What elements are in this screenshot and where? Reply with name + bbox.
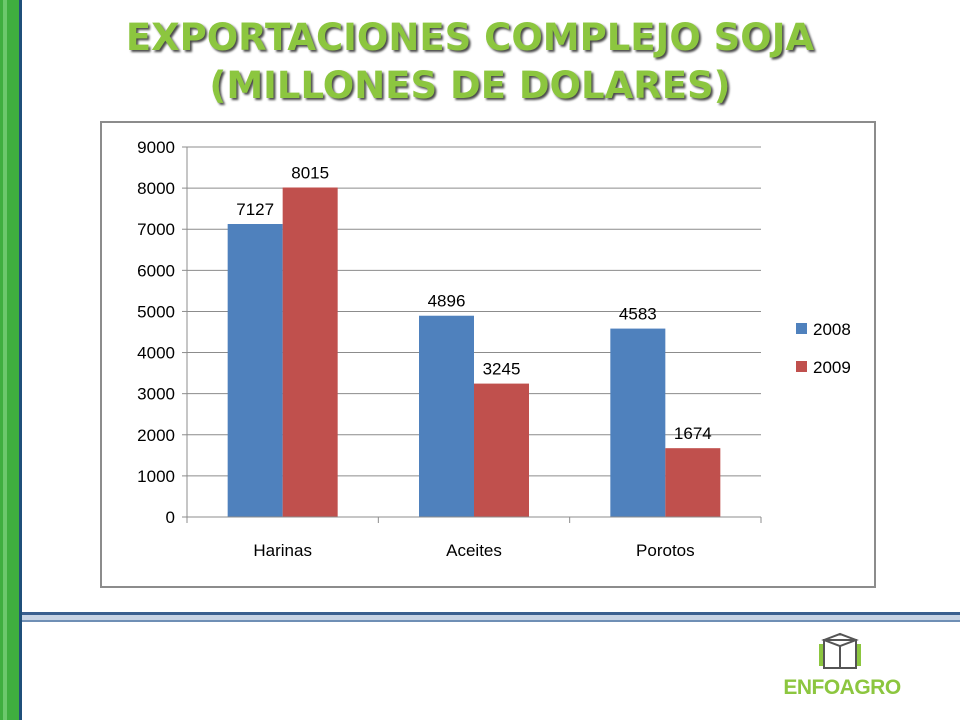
bar	[419, 315, 474, 517]
chart-frame: 0 1000 2000 3000 4000 5000 6000 7000 8000 9000 712…	[100, 121, 876, 588]
silo-icon	[819, 632, 861, 669]
bar	[665, 448, 721, 517]
legend-label: 2009	[813, 358, 851, 377]
y-tick-label: 0	[166, 508, 175, 527]
data-label: 1674	[674, 424, 712, 443]
slide-title: EXPORTACIONES COMPLEJO SOJA (MILLONES DE…	[30, 14, 910, 110]
y-tick-label: 6000	[137, 261, 175, 280]
y-tick-label: 4000	[137, 344, 175, 363]
title-line-1: EXPORTACIONES COMPLEJO SOJA	[125, 16, 815, 59]
x-tick-label: Porotos	[636, 541, 695, 560]
title-line-2: (MILLONES DE DOLARES)	[209, 64, 731, 107]
legend-swatch	[796, 361, 807, 372]
x-tick-label: Harinas	[253, 541, 312, 560]
bar	[474, 383, 529, 517]
data-label: 3245	[483, 360, 521, 379]
y-tick-label: 5000	[137, 302, 175, 321]
y-tick-label: 7000	[137, 220, 175, 239]
enfoagro-logo: ENFOAGRO	[772, 626, 912, 706]
data-label: 8015	[291, 163, 329, 182]
bar	[282, 187, 338, 517]
y-tick-label: 2000	[137, 426, 175, 445]
data-label: 4896	[428, 292, 466, 311]
legend-label: 2008	[813, 320, 851, 339]
data-label: 4583	[619, 305, 657, 324]
side-accent-bar	[0, 0, 22, 720]
y-tick-label: 3000	[137, 385, 175, 404]
bar	[227, 224, 283, 518]
data-label: 7127	[236, 200, 274, 219]
bar	[610, 328, 666, 517]
legend-swatch	[796, 323, 807, 334]
y-tick-label: 9000	[137, 138, 175, 157]
bar-chart: 0 1000 2000 3000 4000 5000 6000 7000 8000 9000 712…	[137, 138, 851, 560]
x-tick-label: Aceites	[446, 541, 502, 560]
footer-divider	[22, 612, 960, 622]
y-tick-label: 1000	[137, 467, 175, 486]
y-tick-label: 8000	[137, 179, 175, 198]
logo-text: ENFOAGRO	[783, 676, 901, 699]
